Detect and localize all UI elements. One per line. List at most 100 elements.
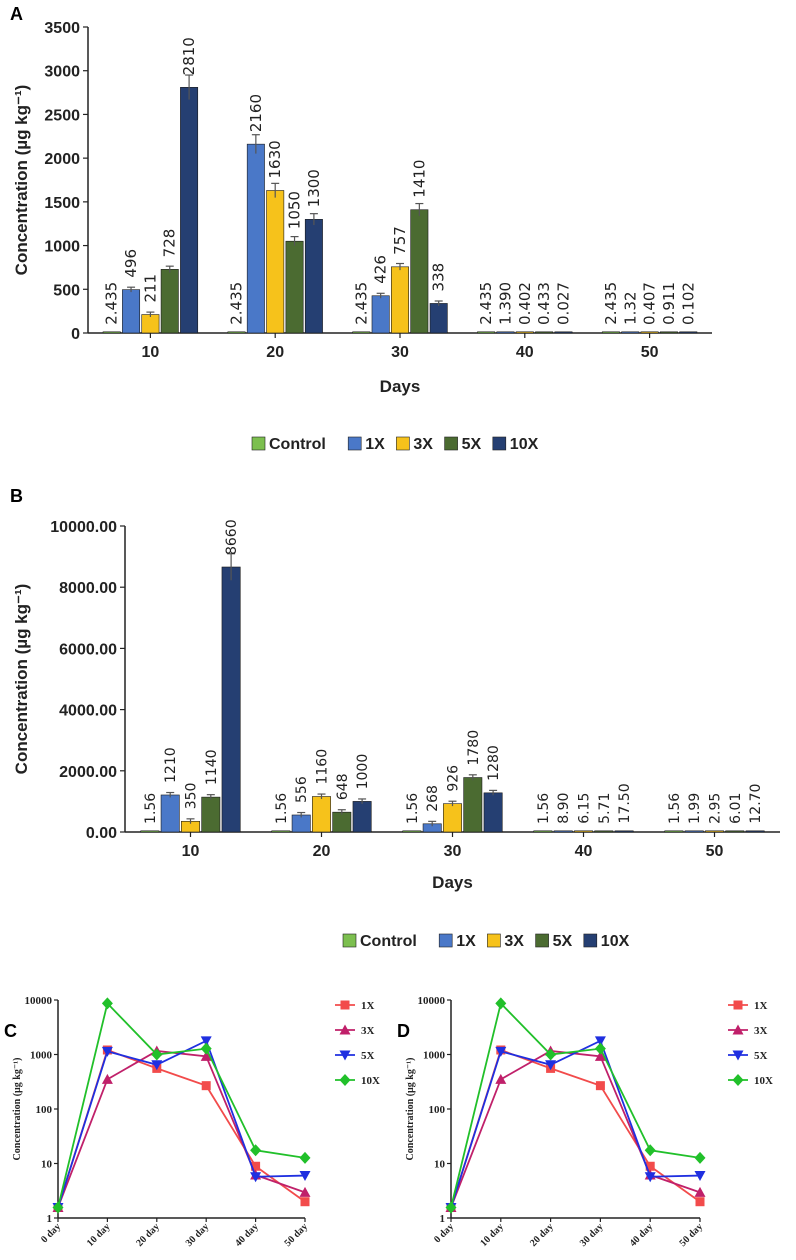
y-tick-label: 2000	[44, 151, 80, 168]
data-label: 556	[294, 776, 310, 803]
marker-triangle-up	[339, 1024, 351, 1035]
data-label: 1410	[410, 160, 428, 198]
y-tick-label: 10000.00	[50, 519, 117, 536]
series-line	[57, 1050, 306, 1208]
bar	[352, 331, 371, 334]
y-tick-label: 1	[440, 1213, 446, 1225]
bar	[180, 87, 199, 334]
bar	[664, 830, 684, 833]
y-tick-label: 2500	[44, 107, 80, 124]
legend-swatch	[444, 436, 458, 451]
marker-square	[201, 1081, 211, 1091]
x-axis-title: Days	[380, 377, 421, 396]
x-tick-label: 20	[313, 843, 331, 860]
bar	[614, 830, 634, 833]
bar	[160, 269, 179, 334]
panel-letter-a: A	[10, 4, 23, 24]
x-tick-label: 50	[706, 843, 724, 860]
y-tick-label: 1	[47, 1213, 53, 1225]
x-tick-label: 30	[391, 344, 409, 361]
data-label: 12.70	[748, 784, 764, 824]
y-tick-label: 4000.00	[59, 703, 117, 720]
bar	[391, 266, 409, 334]
x-tick-label: 20 day	[134, 1221, 162, 1249]
marker-diamond	[694, 1151, 706, 1164]
data-label: 2810	[180, 37, 198, 75]
legend-label: 10X	[601, 933, 630, 950]
panel-letter-b: B	[10, 486, 23, 506]
x-tick-label: 10	[182, 843, 200, 860]
data-label: 2.435	[602, 282, 620, 325]
legend-label: 5X	[754, 1050, 768, 1062]
bar	[725, 830, 745, 833]
marker-triangle-up	[732, 1024, 744, 1035]
y-tick-label: 1000	[44, 239, 80, 256]
x-tick-label: 30	[444, 843, 462, 860]
data-label: 426	[372, 255, 390, 284]
data-label: 0.027	[554, 282, 572, 325]
data-label: 728	[161, 229, 179, 258]
x-tick-label: 30 day	[184, 1221, 212, 1249]
x-tick-label: 50	[641, 344, 659, 361]
y-tick-label: 1000	[30, 1050, 53, 1062]
marker-triangle-down	[694, 1171, 706, 1182]
bar	[352, 801, 372, 833]
bar	[102, 331, 121, 334]
data-label: 8.90	[556, 793, 572, 824]
bar	[463, 777, 483, 833]
marker-triangle-down	[644, 1172, 656, 1183]
marker-triangle-down	[250, 1172, 262, 1183]
y-tick-label: 3000	[44, 64, 80, 81]
marker-square	[645, 1161, 655, 1171]
x-tick-label: 40	[516, 344, 534, 361]
data-label: 1.32	[621, 291, 639, 324]
marker-diamond	[644, 1144, 656, 1157]
bar	[160, 794, 180, 833]
legend-label: 3X	[754, 1025, 768, 1037]
marker-diamond	[250, 1144, 262, 1157]
x-axis-title: Days	[432, 873, 473, 892]
data-label: 1780	[466, 730, 482, 766]
x-tick-label: 30 day	[578, 1221, 606, 1249]
y-tick-label: 2000.00	[59, 764, 117, 781]
series-line	[450, 1048, 701, 1208]
marker-diamond	[151, 1048, 163, 1061]
legend-swatch	[438, 933, 453, 948]
x-tick-label: 50 day	[282, 1221, 310, 1249]
data-label: 1160	[315, 749, 331, 785]
x-tick-label: 40 day	[628, 1221, 656, 1249]
data-label: 0.911	[660, 282, 678, 325]
marker-triangle-up	[101, 1073, 113, 1084]
y-axis-title: Concentration (µg kg⁻¹)	[12, 85, 31, 276]
legend-label: 1X	[361, 1000, 375, 1012]
line-chart-d: D 1 10 100 1000 10000 Concentration (µg kg⁻¹) 0…	[397, 995, 773, 1249]
marker-diamond	[299, 1151, 311, 1164]
legend-label: 10X	[754, 1075, 773, 1087]
bar	[304, 219, 323, 334]
marker-diamond	[732, 1074, 744, 1086]
marker-diamond	[445, 1201, 457, 1214]
legend-label: Control	[360, 933, 417, 950]
legend-label: 3X	[361, 1025, 375, 1037]
bar	[477, 331, 496, 334]
legend-label: 5X	[553, 933, 573, 950]
legend-swatch	[583, 933, 598, 948]
marker-triangle-down	[299, 1171, 311, 1182]
data-label: 6.01	[728, 793, 744, 824]
data-label: 1.56	[274, 793, 290, 824]
bar	[594, 830, 614, 833]
x-tick-label: 10	[142, 344, 160, 361]
marker-square	[595, 1081, 605, 1091]
x-tick-label: 40	[575, 843, 593, 860]
marker-diamond	[545, 1048, 557, 1061]
legend-label: 1X	[754, 1000, 768, 1012]
legend-label: Control	[269, 436, 326, 453]
data-label: 926	[446, 765, 462, 792]
bar	[141, 314, 160, 334]
x-tick-label: 40 day	[233, 1221, 261, 1249]
y-tick-label: 3500	[44, 20, 80, 37]
data-label: 2.435	[352, 282, 370, 325]
data-label: 5.71	[597, 793, 613, 824]
data-label: 1050	[286, 191, 304, 229]
